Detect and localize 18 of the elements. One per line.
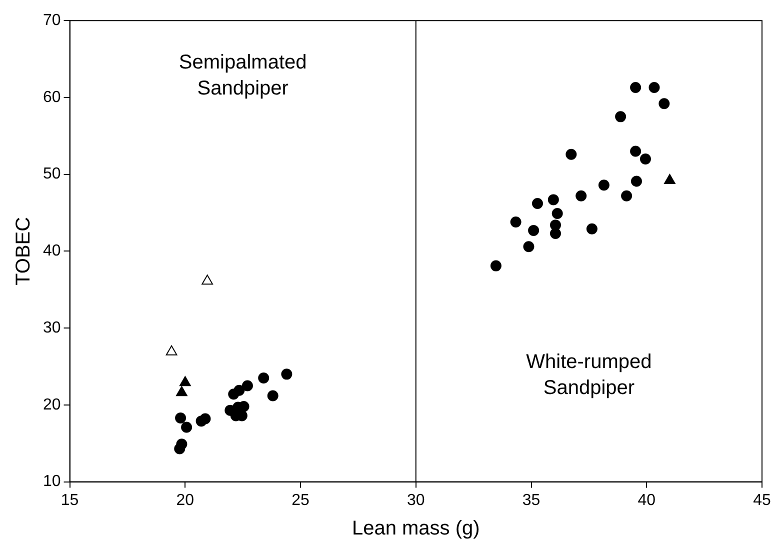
annotation: White-rumped Sandpiper (526, 351, 652, 400)
y-tick-label: 60 (43, 88, 61, 106)
x-tick-label: 35 (522, 492, 540, 509)
x-tick-label: 15 (60, 492, 79, 509)
x-tick-label: 25 (292, 492, 310, 509)
y-tick-label: 10 (43, 473, 61, 490)
x-tick-label: 30 (407, 492, 425, 509)
x-tick-label: 20 (176, 492, 194, 509)
y-tick-label: 40 (43, 242, 61, 260)
x-axis-title: Lean mass (g) (352, 518, 480, 540)
annotation: Semipalmated Sandpiper (178, 51, 307, 100)
x-tick-label: 40 (638, 492, 656, 509)
y-tick-label: 20 (43, 396, 61, 414)
x-tick-label: 45 (753, 492, 771, 509)
y-tick-label: 50 (43, 166, 61, 183)
y-tick-label: 30 (43, 319, 61, 336)
y-axis-title: TOBEC (12, 216, 35, 286)
y-tick-label: 70 (43, 12, 61, 30)
